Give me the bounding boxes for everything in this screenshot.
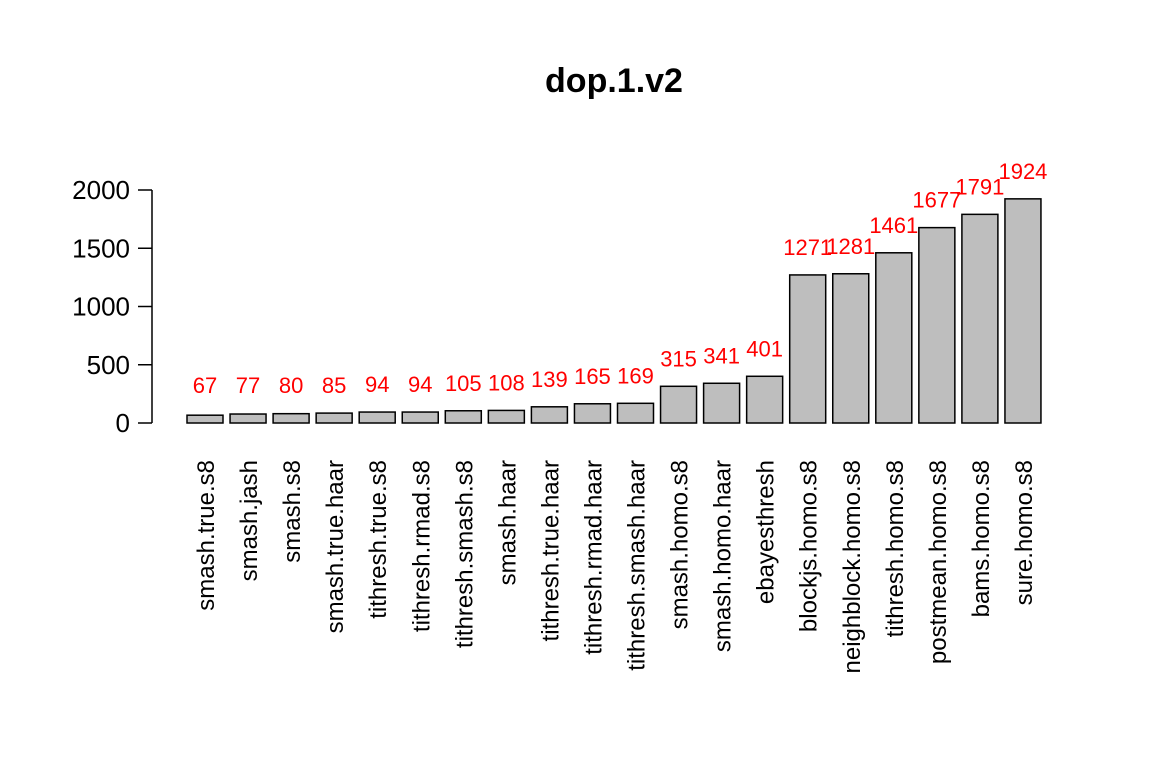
x-tick-label: tithresh.rmad.s8 — [408, 460, 435, 632]
x-tick-label: smash.true.haar — [322, 460, 349, 633]
data-label: 108 — [488, 370, 525, 395]
data-label: 169 — [617, 363, 654, 388]
y-tick-label: 1000 — [72, 292, 130, 322]
x-tick-label: tithresh.true.haar — [537, 460, 564, 641]
bar — [530, 406, 569, 424]
y-axis: 0 500 1000 1500 2000 — [72, 175, 153, 438]
data-label: 315 — [660, 346, 697, 371]
x-tick-label: neighblock.homo.s8 — [839, 460, 866, 673]
x-tick-label: bams.homo.s8 — [968, 460, 995, 617]
data-label: 1271 — [783, 235, 832, 260]
data-label: 77 — [236, 373, 260, 398]
bar — [444, 410, 483, 424]
data-label: 94 — [408, 372, 432, 397]
y-tick-label: 2000 — [72, 175, 130, 205]
x-tick-label: smash.homo.s8 — [667, 460, 694, 629]
y-tick-label: 0 — [116, 408, 130, 438]
x-tick-label: smash.s8 — [279, 460, 306, 563]
x-tick-label: postmean.homo.s8 — [925, 460, 952, 664]
data-label: 94 — [365, 372, 389, 397]
bar — [961, 213, 999, 424]
bar — [702, 382, 741, 424]
x-tick-labels-group: smash.true.s8 smash.jash smash.s8 smash.tru… — [193, 460, 1038, 673]
data-label: 1281 — [826, 234, 875, 259]
bar — [659, 385, 698, 424]
data-label: 1791 — [955, 174, 1004, 199]
bar — [1004, 198, 1042, 424]
data-label: 165 — [574, 364, 611, 389]
x-tick-label: smash.homo.haar — [710, 460, 737, 652]
bar — [487, 409, 526, 424]
x-tick-label: smash.true.s8 — [193, 460, 220, 611]
bar — [229, 413, 267, 424]
x-tick-label: tithresh.smash.s8 — [451, 460, 478, 648]
bar — [745, 375, 784, 424]
x-tick-label: tithresh.smash.haar — [624, 460, 651, 671]
chart-title: dop.1.v2 — [545, 62, 683, 100]
bar — [918, 226, 956, 424]
data-label: 67 — [193, 373, 217, 398]
y-tick-label: 500 — [87, 350, 130, 380]
data-label: 1924 — [998, 159, 1047, 184]
x-tick-label: tithresh.rmad.haar — [580, 460, 607, 655]
x-tick-label: smash.jash — [236, 460, 263, 581]
bar — [788, 274, 827, 424]
data-label: 1677 — [912, 188, 961, 213]
x-tick-label: sure.homo.s8 — [1011, 460, 1038, 605]
bar — [616, 402, 655, 424]
x-tick-label: tithresh.homo.s8 — [882, 460, 909, 637]
bar — [875, 252, 913, 424]
bar — [573, 403, 612, 424]
x-tick-label: ebayesthresh — [753, 460, 780, 604]
data-label: 85 — [322, 373, 346, 398]
data-label: 401 — [746, 336, 783, 361]
bar — [272, 412, 310, 424]
data-label: 1461 — [869, 213, 918, 238]
x-tick-label: blockjs.homo.s8 — [796, 460, 823, 632]
bar — [832, 273, 870, 424]
data-label: 80 — [279, 373, 303, 398]
x-tick-label: tithresh.true.s8 — [365, 460, 392, 619]
data-label: 341 — [703, 343, 740, 368]
bar — [401, 411, 439, 424]
x-tick-label: smash.haar — [494, 460, 521, 585]
data-label: 139 — [531, 367, 568, 392]
bar — [358, 411, 396, 424]
bar — [315, 412, 353, 424]
y-tick-label: 1500 — [72, 233, 130, 263]
bars-group — [186, 198, 1042, 424]
data-label: 105 — [445, 371, 482, 396]
bar — [186, 414, 224, 424]
